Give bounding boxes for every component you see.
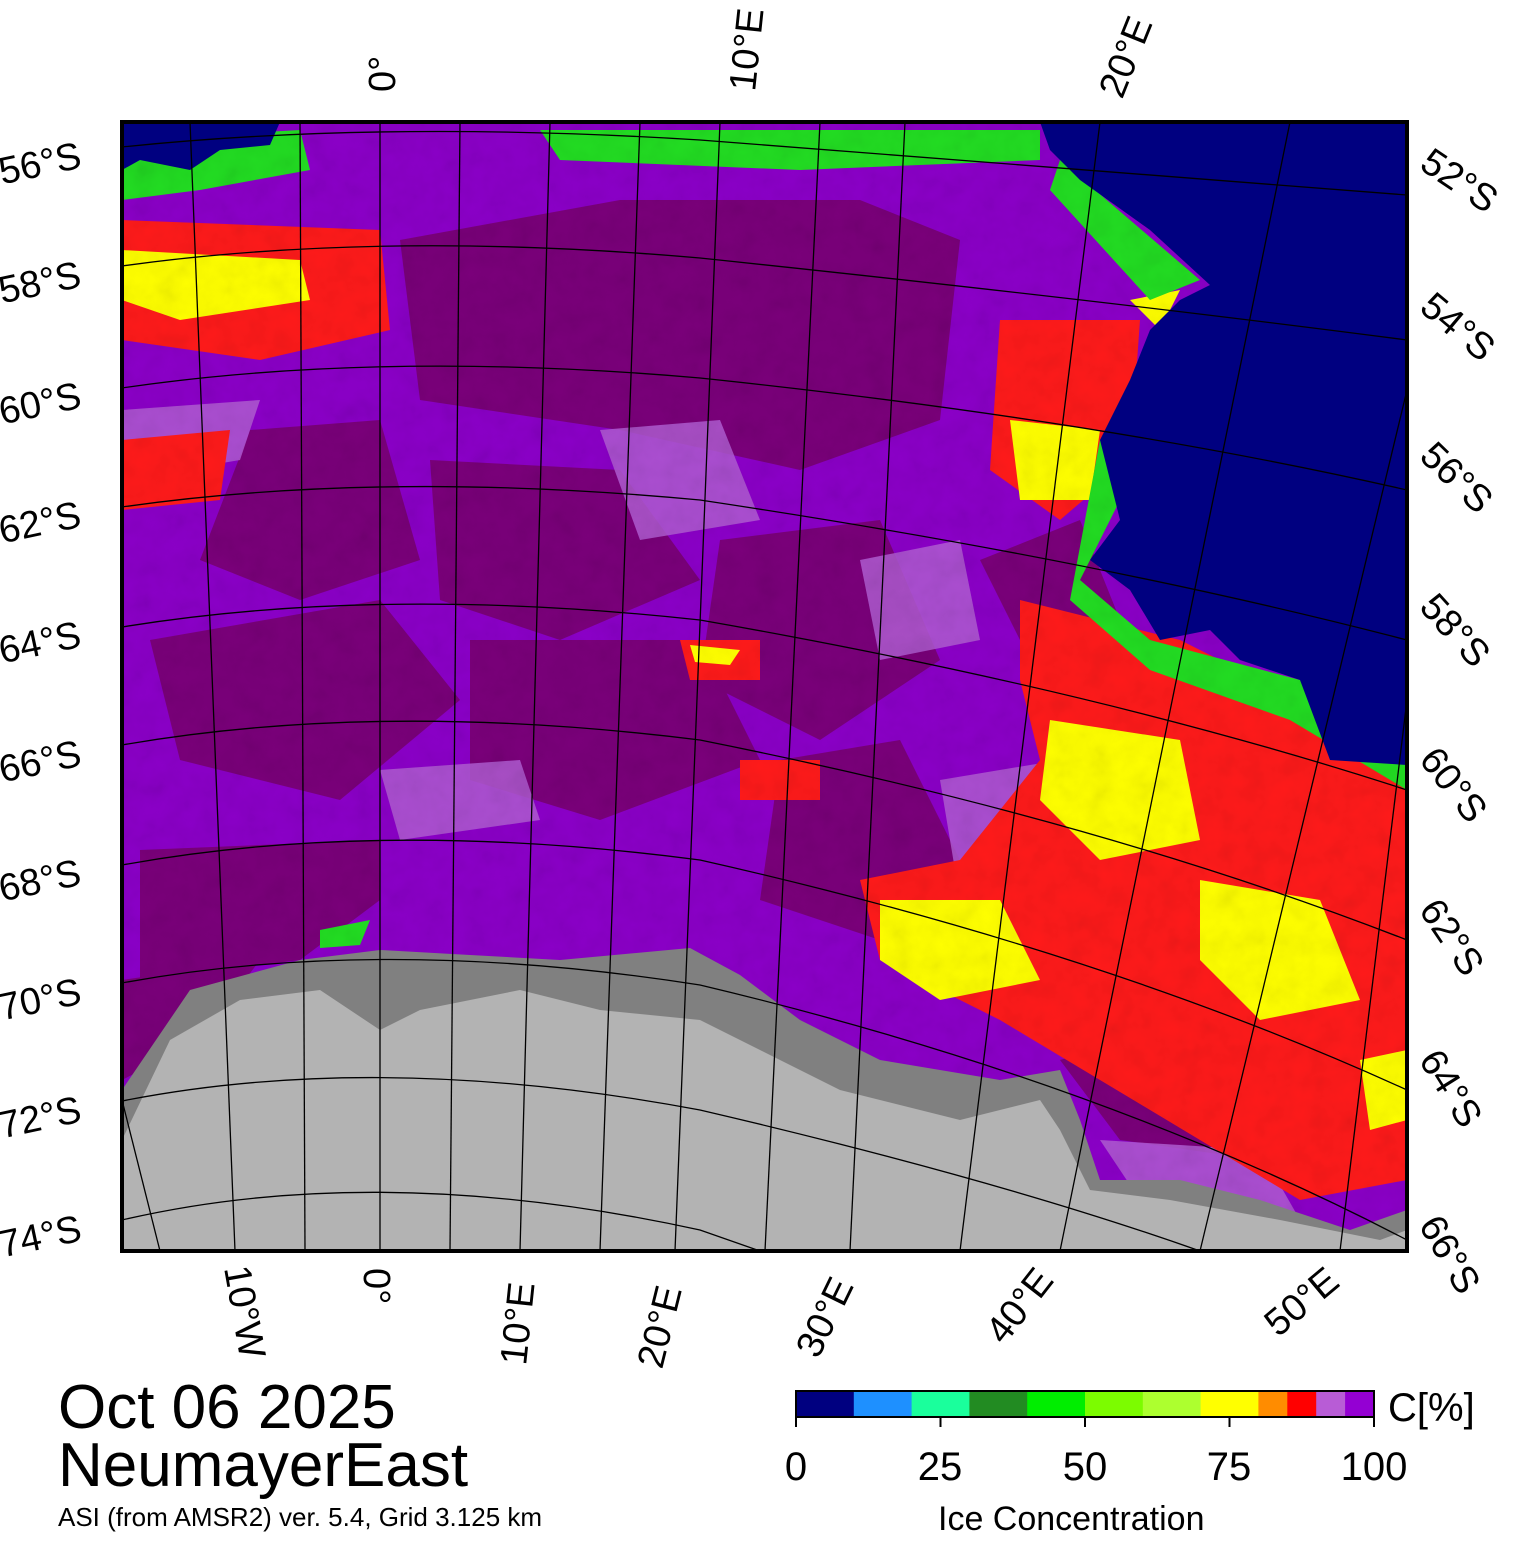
legend-tick: 0 (784, 1445, 808, 1489)
legend-title: Ice Concentration (938, 1500, 1205, 1538)
top-lon-labels: 0° 10°E 20°E (362, 6, 1161, 103)
right-lat-labels: 52°S 54°S 56°S 58°S 60°S 62°S 64°S 66°S (1410, 141, 1505, 1302)
lat-label: 52°S (1413, 141, 1505, 222)
lon-label: 20°E (630, 1282, 691, 1373)
latitude-lines (122, 130, 1407, 1251)
open-ocean (122, 122, 1407, 765)
lat-label: 62°S (1411, 892, 1492, 984)
color-swatch (1027, 1391, 1086, 1417)
legend-unit: C[%] (1388, 1386, 1475, 1430)
lon-label: 20°E (1091, 11, 1161, 104)
lat-label: 66°S (0, 733, 85, 791)
map-border (120, 120, 1409, 1253)
color-swatch (1287, 1391, 1317, 1417)
color-swatch (796, 1391, 855, 1417)
longitude-lines (122, 122, 1407, 1251)
lon-label: 10°W (215, 1262, 273, 1361)
lat-label: 64°S (1410, 1043, 1490, 1135)
lat-label: 56°S (1412, 434, 1501, 522)
lon-label: 10°E (722, 6, 772, 93)
lat-label: 60°S (0, 375, 85, 433)
lat-label: 58°S (0, 254, 85, 312)
color-swatch (853, 1391, 913, 1417)
lat-label: 70°S (0, 971, 85, 1029)
color-swatch (1142, 1391, 1202, 1417)
color-swatch (1345, 1391, 1375, 1417)
map-area (122, 122, 1407, 1251)
lat-label: 74°S (0, 1208, 85, 1266)
legend-tick: 75 (1206, 1445, 1252, 1489)
antarctic-land (122, 990, 1407, 1251)
lon-label: 10°E (493, 1280, 543, 1367)
lat-label: 72°S (0, 1089, 85, 1147)
lat-label: 68°S (0, 852, 85, 910)
bottom-lon-labels: 10°W 0° 10°E 20°E 30°E 40°E 50°E (215, 1259, 1347, 1372)
lat-label: 56°S (0, 135, 85, 193)
lat-label: 62°S (0, 494, 85, 552)
left-lat-labels: 56°S 58°S 60°S 62°S 64°S 66°S 68°S 70°S … (0, 135, 85, 1266)
color-swatch (911, 1391, 970, 1417)
lat-label: 58°S (1411, 586, 1498, 676)
lat-label: 64°S (0, 614, 85, 672)
region-name: NeumayerEast (58, 1431, 469, 1500)
lat-label: 60°S (1411, 740, 1495, 831)
color-swatch (1200, 1391, 1259, 1417)
color-swatch (969, 1391, 1028, 1417)
lat-label: 66°S (1410, 1209, 1488, 1302)
legend-tick: 100 (1340, 1445, 1408, 1489)
lon-label: 30°E (788, 1271, 862, 1364)
map-date: Oct 06 2025 (58, 1373, 396, 1442)
color-bar (795, 1390, 1375, 1427)
color-swatch (1316, 1391, 1346, 1417)
lon-label: 0° (355, 1268, 397, 1304)
legend-tick: 25 (917, 1445, 963, 1489)
lon-label: 50°E (1257, 1259, 1347, 1344)
color-swatch (1085, 1391, 1144, 1417)
product-info: ASI (from AMSR2) ver. 5.4, Grid 3.125 km (58, 1502, 543, 1532)
legend-tick: 50 (1062, 1445, 1108, 1489)
lon-label: 0° (362, 56, 404, 92)
lon-label: 40°E (978, 1260, 1062, 1351)
color-swatch (1258, 1391, 1288, 1417)
title-block: Oct 06 2025 NeumayerEast ASI (from AMSR2… (58, 1373, 543, 1534)
lat-label: 54°S (1412, 285, 1502, 370)
